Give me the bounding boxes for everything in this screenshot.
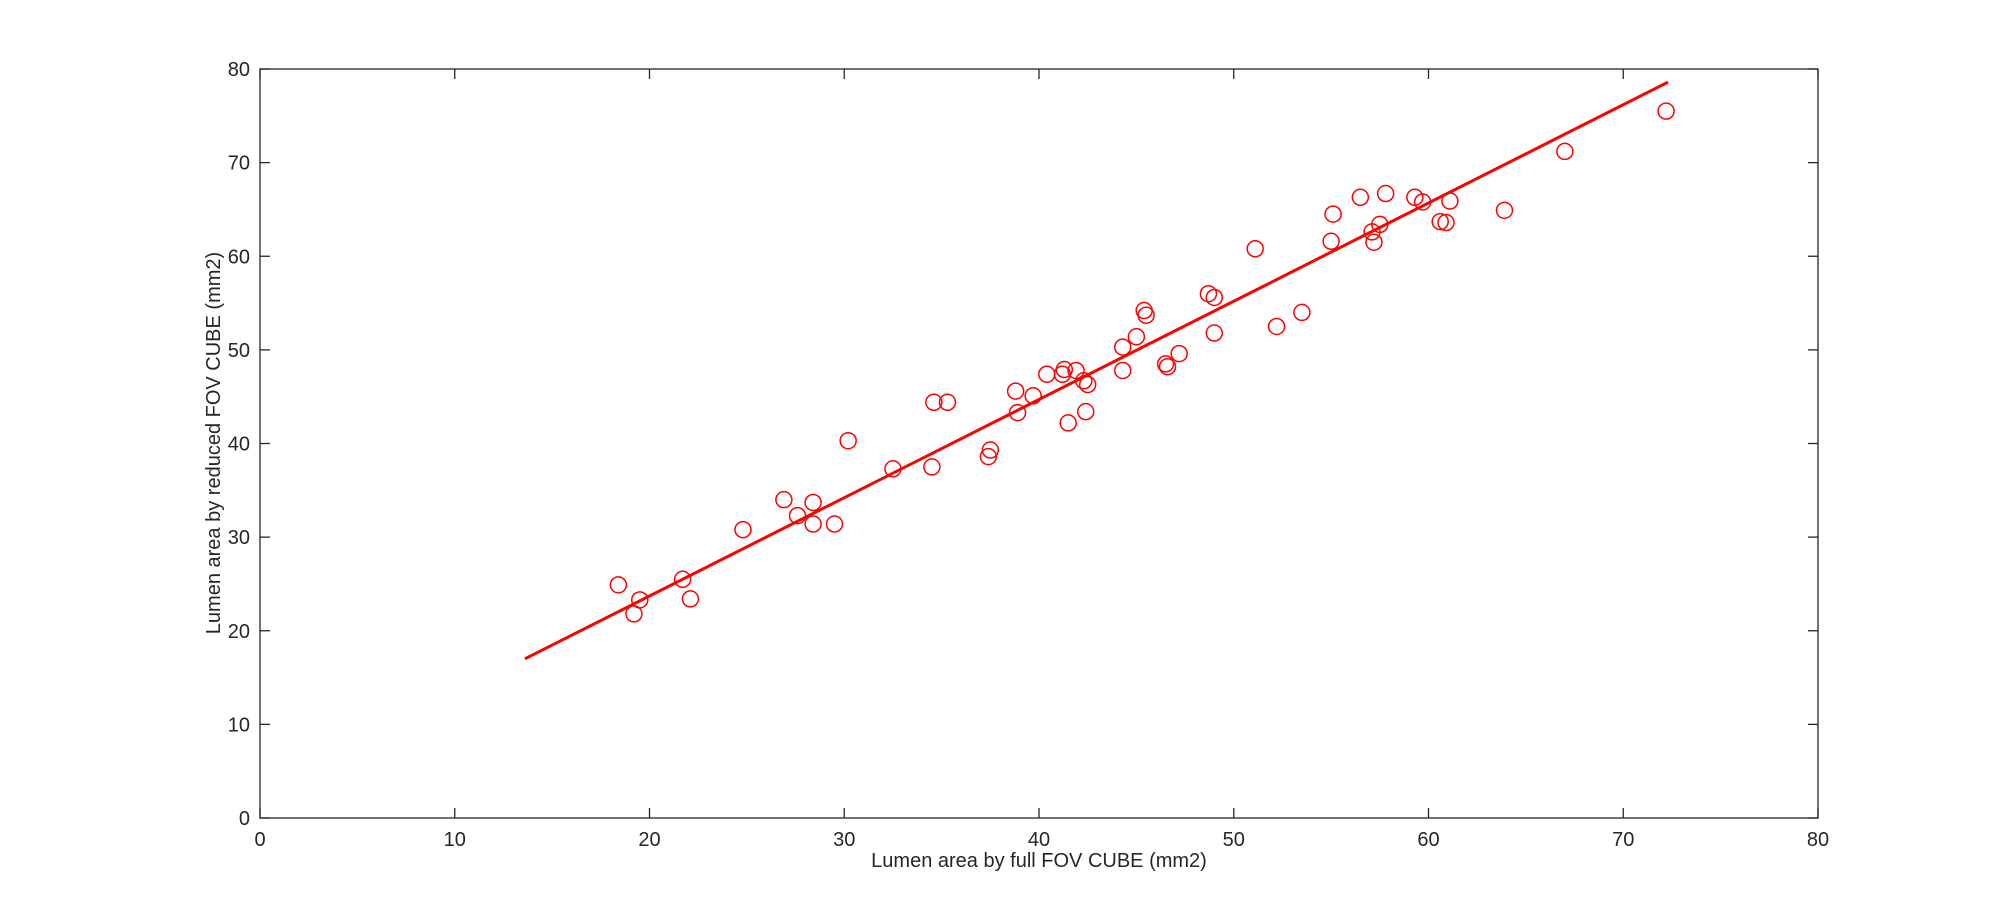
y-tick-label: 50: [228, 340, 250, 362]
scatter-point: [1059, 414, 1077, 432]
scatter-point: [1205, 288, 1224, 307]
scatter-point: [839, 431, 857, 450]
y-tick-label: 10: [228, 714, 250, 736]
scatter-point: [1076, 402, 1095, 421]
x-tick-label: 30: [833, 829, 855, 851]
scatter-point: [925, 393, 943, 412]
scatter-point: [775, 490, 793, 509]
scatter-point: [1127, 328, 1146, 346]
scatter-point: [1246, 240, 1264, 258]
x-tick-label: 0: [254, 829, 265, 851]
scatter-point: [1495, 201, 1514, 220]
x-tick-label: 20: [638, 829, 660, 851]
y-axis-label: Lumen area by reduced FOV CUBE (mm2): [203, 252, 225, 634]
scatter-point: [979, 447, 998, 466]
scatter-point: [1038, 365, 1056, 383]
scatter-point: [1324, 205, 1342, 223]
scatter-point: [673, 570, 692, 589]
scatter-point: [1376, 184, 1395, 203]
scatter-point: [1293, 303, 1311, 322]
scatter-point: [1431, 212, 1449, 231]
scatter-point: [734, 520, 752, 539]
y-tick-label: 80: [228, 59, 250, 81]
scatter-point: [1158, 357, 1177, 376]
scatter-point: [1113, 338, 1132, 356]
x-tick-label: 40: [1028, 829, 1050, 851]
scatter-point: [1006, 382, 1025, 400]
scatter-point: [1351, 188, 1370, 207]
scatter-point: [1137, 306, 1155, 324]
y-tick-label: 40: [228, 434, 250, 456]
scatter-point: [804, 515, 822, 533]
scatter-point: [804, 493, 822, 512]
scatter-point: [681, 590, 700, 608]
scatter-point: [609, 576, 628, 594]
scatter-point: [1113, 361, 1132, 380]
y-tick-label: 60: [228, 246, 250, 268]
scatter-point: [1267, 317, 1286, 336]
scatter-point: [981, 441, 1000, 459]
x-axis-label: Lumen area by full FOV CUBE (mm2): [871, 850, 1207, 872]
x-tick-label: 10: [444, 829, 466, 851]
x-tick-label: 70: [1612, 829, 1634, 851]
scatter-point: [1556, 142, 1574, 161]
fit-line: [524, 80, 1669, 661]
scatter-point: [1008, 403, 1027, 422]
y-tick-label: 70: [228, 153, 250, 175]
scatter-point: [1205, 324, 1224, 342]
y-tick-label: 30: [228, 527, 250, 549]
x-tick-label: 80: [1807, 829, 1829, 851]
y-tick-label: 0: [239, 808, 250, 830]
plot-frame: [259, 68, 1819, 819]
scatter-point: [1067, 361, 1085, 380]
x-tick-label: 60: [1417, 829, 1439, 851]
scatter-point: [938, 393, 957, 412]
scatter-point: [1322, 232, 1340, 251]
y-tick-label: 20: [228, 621, 250, 643]
scatter-point: [923, 458, 941, 476]
scatter-point: [1657, 102, 1675, 120]
scatter-point: [1365, 233, 1383, 251]
scatter-point: [631, 591, 649, 609]
scatter-point: [825, 515, 844, 533]
x-tick-label: 50: [1223, 829, 1245, 851]
scatter-point: [1199, 284, 1218, 303]
scatter-point: [1156, 355, 1175, 373]
scatter-point: [1055, 360, 1074, 379]
scatter-point: [1170, 344, 1188, 363]
scatter-point: [1437, 213, 1455, 232]
